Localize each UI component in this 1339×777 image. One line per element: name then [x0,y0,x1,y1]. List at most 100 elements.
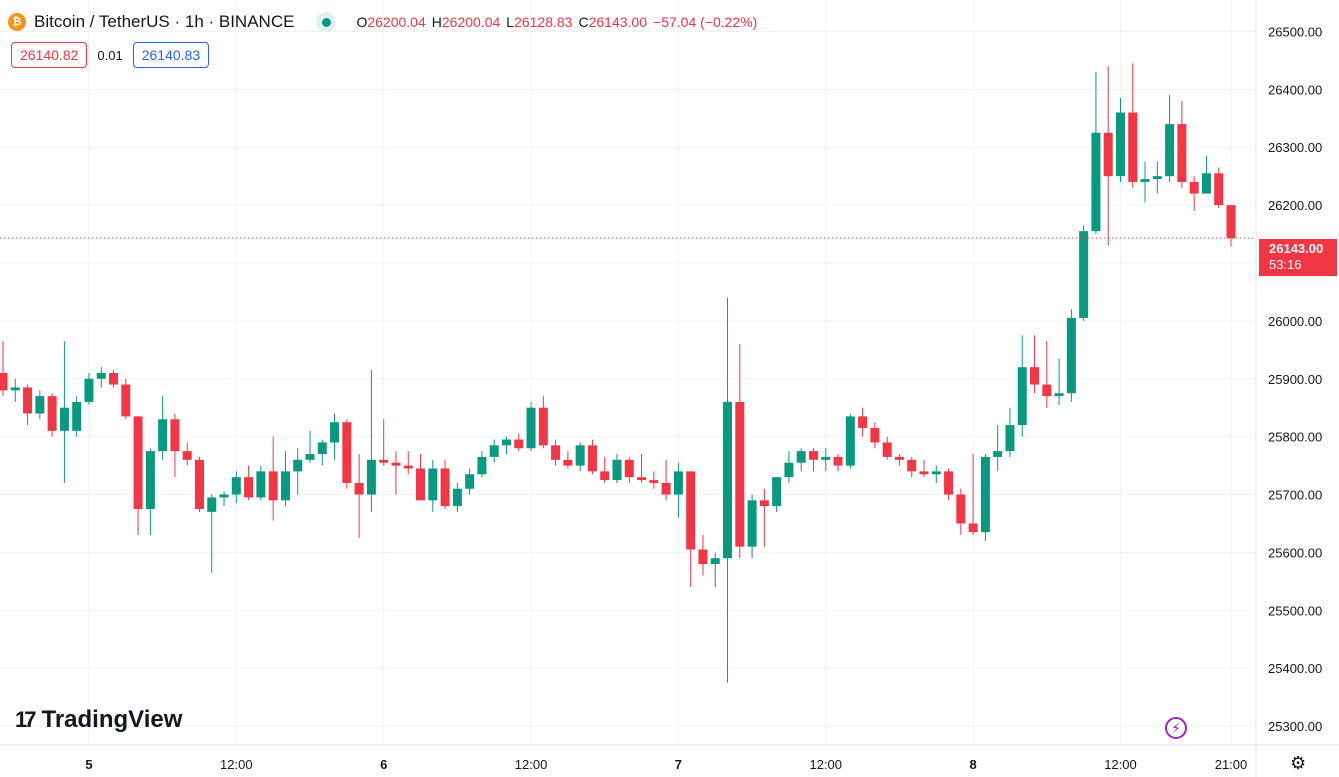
candle-body [1128,112,1138,182]
candle-body [980,456,990,533]
candle-body [575,445,585,466]
candle [710,552,720,588]
candle-body [182,451,192,460]
candle-body [1054,393,1064,397]
candle-body [1152,176,1162,180]
sell-button[interactable]: 26140.82 [11,42,88,68]
candle [1140,161,1150,203]
price-tick-label: 25300.00 [1268,719,1322,734]
market-status-icon[interactable] [316,12,337,32]
symbol-title[interactable]: Bitcoin / TetherUS · 1h · BINANCE [34,12,295,31]
candle [477,451,487,478]
spread-value: 0.01 [97,47,123,63]
candle-body [10,387,20,391]
candle-body [710,558,720,564]
candle-body [1103,132,1113,177]
lightning-icon[interactable]: ⚡ [1165,717,1187,739]
candle [1115,98,1125,182]
candle-body [219,494,229,498]
candle-body [1005,425,1015,452]
candle-body [993,451,1003,457]
candle [452,482,462,512]
candle [1017,335,1027,437]
candle [563,451,573,469]
buy-button[interactable]: 26140.83 [132,42,210,68]
candle-body [354,482,364,495]
candle [858,407,868,437]
candle [698,535,708,576]
candle-body [1226,205,1236,239]
candle-body [330,422,340,443]
candle-body [845,416,855,466]
candle [993,425,1003,472]
candle-body [870,427,880,443]
candle [330,413,340,460]
candle [428,459,438,512]
time-tick-label: 12:00 [220,757,253,772]
candle-body [833,456,843,466]
candle [723,297,733,683]
last-price-label: 26143.00 53:16 [1259,239,1337,276]
candle [821,448,831,472]
candle [796,448,806,472]
candle-body [231,477,241,495]
candle [59,341,69,483]
candle-body [931,471,941,475]
price-tick-label: 25400.00 [1268,661,1322,676]
candle-body [723,401,733,559]
candle-body [538,407,548,446]
candle-body [735,401,745,547]
ohlc-open: 26200.04 [367,14,426,30]
candle-body [416,468,426,501]
candle-body [698,549,708,564]
candle-body [47,396,57,431]
price-tick-label: 25500.00 [1268,603,1322,618]
candle [1165,95,1175,182]
candle-body [207,497,217,512]
candle-body [956,494,966,524]
candle [366,370,376,512]
candle-body [84,378,94,402]
price-tick-label: 25700.00 [1268,488,1322,503]
candle [403,451,413,475]
bar-countdown: 53:16 [1269,257,1302,272]
candle [354,454,364,538]
candle-body [0,372,8,391]
candle [661,459,671,501]
candle-body [465,474,475,489]
price-tick-label: 25800.00 [1268,430,1322,445]
candle [465,468,475,495]
time-tick-label: 6 [380,757,387,772]
candle-body [944,471,954,495]
candle [673,462,683,518]
candle [47,393,57,437]
candle [145,448,155,536]
tradingview-logo[interactable]: 17 TradingView [15,706,182,734]
candle-body [526,407,536,449]
candle-body [784,462,794,478]
candle [96,367,106,388]
candle-body [1201,173,1211,194]
candle-body [1140,179,1150,182]
candle-body [452,488,462,507]
candle-body [686,471,696,550]
candle [1030,335,1040,394]
candle [1042,341,1052,408]
candle [305,430,315,463]
candle-body [796,451,806,463]
candle-body [894,456,904,460]
candle [649,471,659,489]
candle [907,456,917,478]
candle [268,436,278,521]
candle-body [637,477,647,481]
candle [526,401,536,452]
candle-body [170,419,180,452]
candle-body [280,471,290,501]
gear-icon[interactable]: ⚙ [1290,753,1307,773]
candle [1177,100,1187,188]
candle [637,454,647,483]
candle [1226,205,1236,247]
candle-body [158,419,168,452]
